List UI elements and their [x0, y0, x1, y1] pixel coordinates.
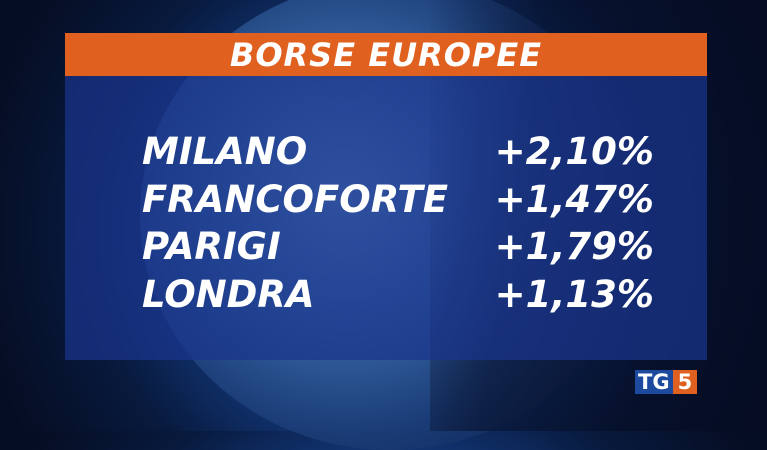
title: BORSE EUROPEE	[229, 35, 543, 74]
market-panel: MILANO +2,10% FRANCOFORTE +1,47% PARIGI …	[65, 76, 707, 360]
market-row: LONDRA +1,13%	[142, 271, 654, 317]
market-name: MILANO	[142, 129, 308, 173]
logo-tg: TG	[635, 370, 673, 394]
market-name: PARIGI	[142, 224, 281, 268]
market-row: MILANO +2,10%	[142, 128, 654, 174]
logo-five: 5	[672, 370, 698, 394]
market-name: LONDRA	[142, 272, 315, 316]
market-value: +1,47%	[494, 177, 654, 221]
market-row: PARIGI +1,79%	[142, 223, 654, 269]
tg5-logo: TG 5	[635, 370, 698, 394]
market-value: +1,79%	[494, 224, 654, 268]
market-value: +2,10%	[494, 129, 654, 173]
market-row: FRANCOFORTE +1,47%	[142, 176, 654, 222]
market-name: FRANCOFORTE	[142, 177, 449, 221]
title-banner: BORSE EUROPEE	[65, 33, 707, 76]
market-value: +1,13%	[494, 272, 654, 316]
